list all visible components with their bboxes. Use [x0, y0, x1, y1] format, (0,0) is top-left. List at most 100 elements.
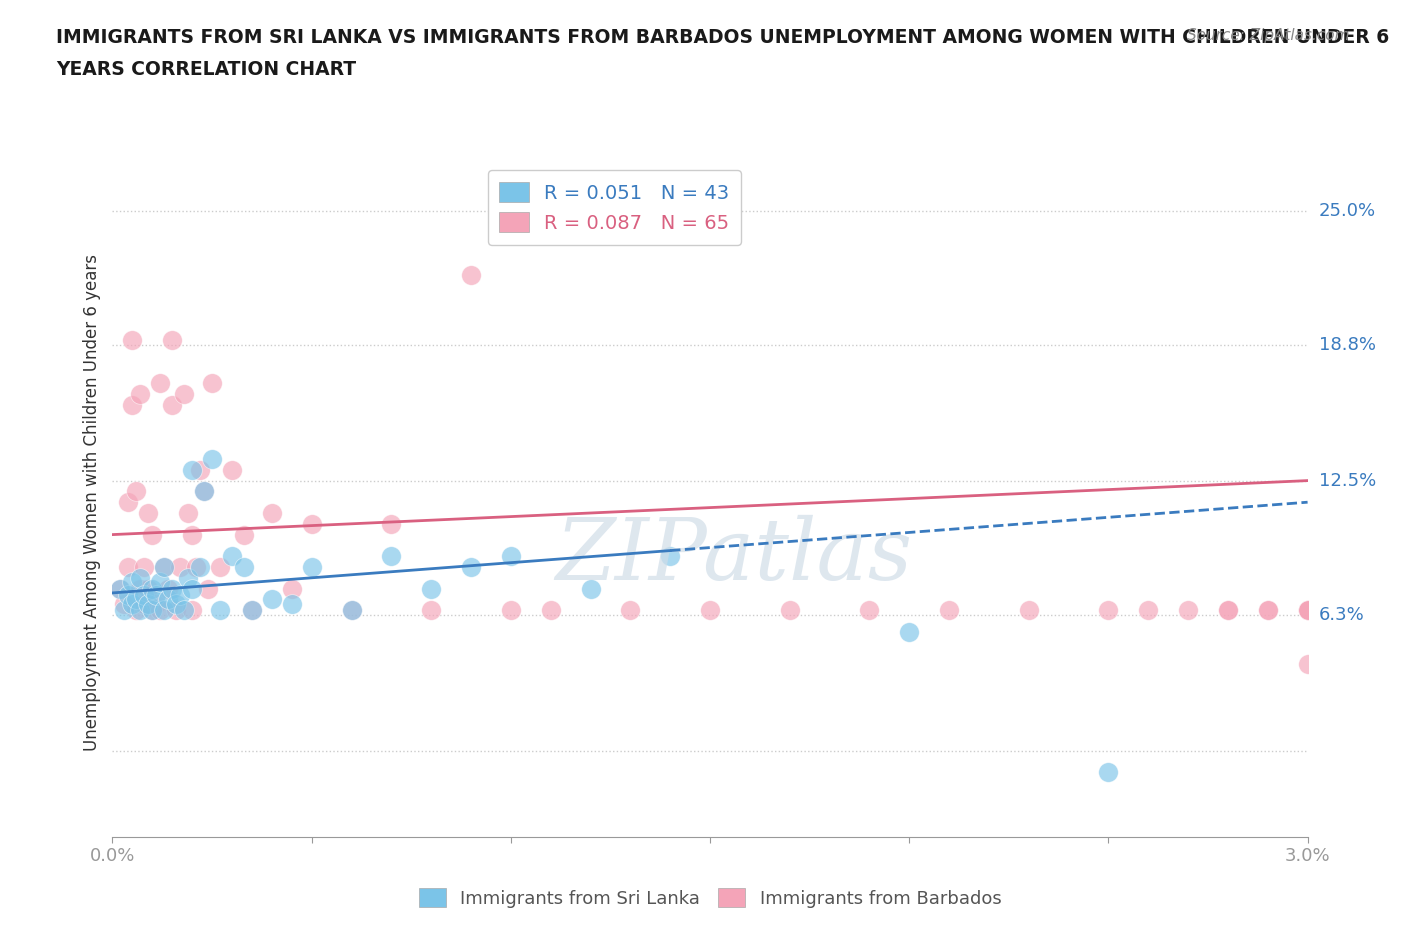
Point — [221, 549, 243, 564]
Point — [460, 560, 482, 575]
Point — [1137, 603, 1160, 618]
Point — [380, 516, 402, 531]
Point — [134, 560, 156, 575]
Point — [193, 484, 215, 498]
Point — [153, 603, 176, 618]
Point — [197, 581, 219, 596]
Point — [181, 527, 204, 542]
Point — [1097, 603, 1119, 618]
Point — [114, 596, 135, 611]
Point — [149, 603, 172, 618]
Point — [281, 581, 304, 596]
Point — [181, 603, 204, 618]
Text: 6.3%: 6.3% — [1319, 605, 1364, 623]
Point — [460, 268, 482, 283]
Point — [201, 376, 224, 391]
Point — [1177, 603, 1199, 618]
Point — [208, 560, 231, 575]
Point — [188, 462, 211, 477]
Point — [181, 581, 204, 596]
Point — [1296, 603, 1319, 618]
Point — [1216, 603, 1239, 618]
Point — [117, 560, 139, 575]
Legend: Immigrants from Sri Lanka, Immigrants from Barbados: Immigrants from Sri Lanka, Immigrants fr… — [412, 882, 1008, 915]
Point — [193, 484, 215, 498]
Point — [301, 516, 323, 531]
Point — [153, 560, 176, 575]
Point — [177, 506, 200, 521]
Point — [281, 596, 304, 611]
Point — [138, 506, 160, 521]
Point — [579, 581, 602, 596]
Point — [260, 592, 283, 607]
Point — [201, 452, 224, 467]
Point — [208, 603, 231, 618]
Point — [141, 603, 163, 618]
Point — [232, 527, 256, 542]
Point — [165, 596, 187, 611]
Point — [380, 549, 402, 564]
Point — [145, 588, 167, 603]
Point — [125, 484, 148, 498]
Point — [1257, 603, 1279, 618]
Point — [240, 603, 263, 618]
Point — [938, 603, 960, 618]
Point — [779, 603, 801, 618]
Point — [117, 588, 139, 603]
Y-axis label: Unemployment Among Women with Children Under 6 years: Unemployment Among Women with Children U… — [83, 254, 101, 751]
Point — [129, 387, 152, 402]
Point — [125, 603, 148, 618]
Text: YEARS CORRELATION CHART: YEARS CORRELATION CHART — [56, 60, 356, 79]
Point — [181, 462, 204, 477]
Point — [659, 549, 682, 564]
Point — [138, 581, 160, 596]
Text: 12.5%: 12.5% — [1319, 472, 1376, 489]
Point — [121, 575, 143, 590]
Point — [121, 596, 143, 611]
Text: IMMIGRANTS FROM SRI LANKA VS IMMIGRANTS FROM BARBADOS UNEMPLOYMENT AMONG WOMEN W: IMMIGRANTS FROM SRI LANKA VS IMMIGRANTS … — [56, 28, 1389, 46]
Point — [121, 397, 143, 412]
Point — [117, 495, 139, 510]
Text: 18.8%: 18.8% — [1319, 336, 1375, 353]
Point — [129, 581, 152, 596]
Point — [420, 581, 443, 596]
Point — [340, 603, 363, 618]
Point — [1296, 603, 1319, 618]
Point — [114, 603, 135, 618]
Point — [1097, 764, 1119, 779]
Point — [121, 333, 143, 348]
Point — [499, 603, 522, 618]
Point — [619, 603, 641, 618]
Point — [149, 575, 172, 590]
Point — [157, 592, 180, 607]
Text: Source: ZipAtlas.com: Source: ZipAtlas.com — [1187, 28, 1350, 43]
Point — [141, 581, 163, 596]
Point — [138, 596, 160, 611]
Point — [177, 570, 200, 585]
Point — [240, 603, 263, 618]
Point — [162, 397, 183, 412]
Point — [129, 570, 152, 585]
Point — [110, 581, 132, 596]
Point — [1296, 603, 1319, 618]
Point — [1216, 603, 1239, 618]
Point — [162, 581, 183, 596]
Point — [125, 592, 148, 607]
Point — [173, 387, 195, 402]
Point — [499, 549, 522, 564]
Point — [232, 560, 256, 575]
Point — [157, 581, 180, 596]
Point — [1018, 603, 1040, 618]
Point — [141, 527, 163, 542]
Point — [340, 603, 363, 618]
Point — [221, 462, 243, 477]
Point — [540, 603, 562, 618]
Point — [169, 588, 191, 603]
Point — [145, 596, 167, 611]
Point — [134, 588, 156, 603]
Point — [1296, 657, 1319, 671]
Point — [1296, 603, 1319, 618]
Point — [153, 560, 176, 575]
Point — [301, 560, 323, 575]
Point — [110, 581, 132, 596]
